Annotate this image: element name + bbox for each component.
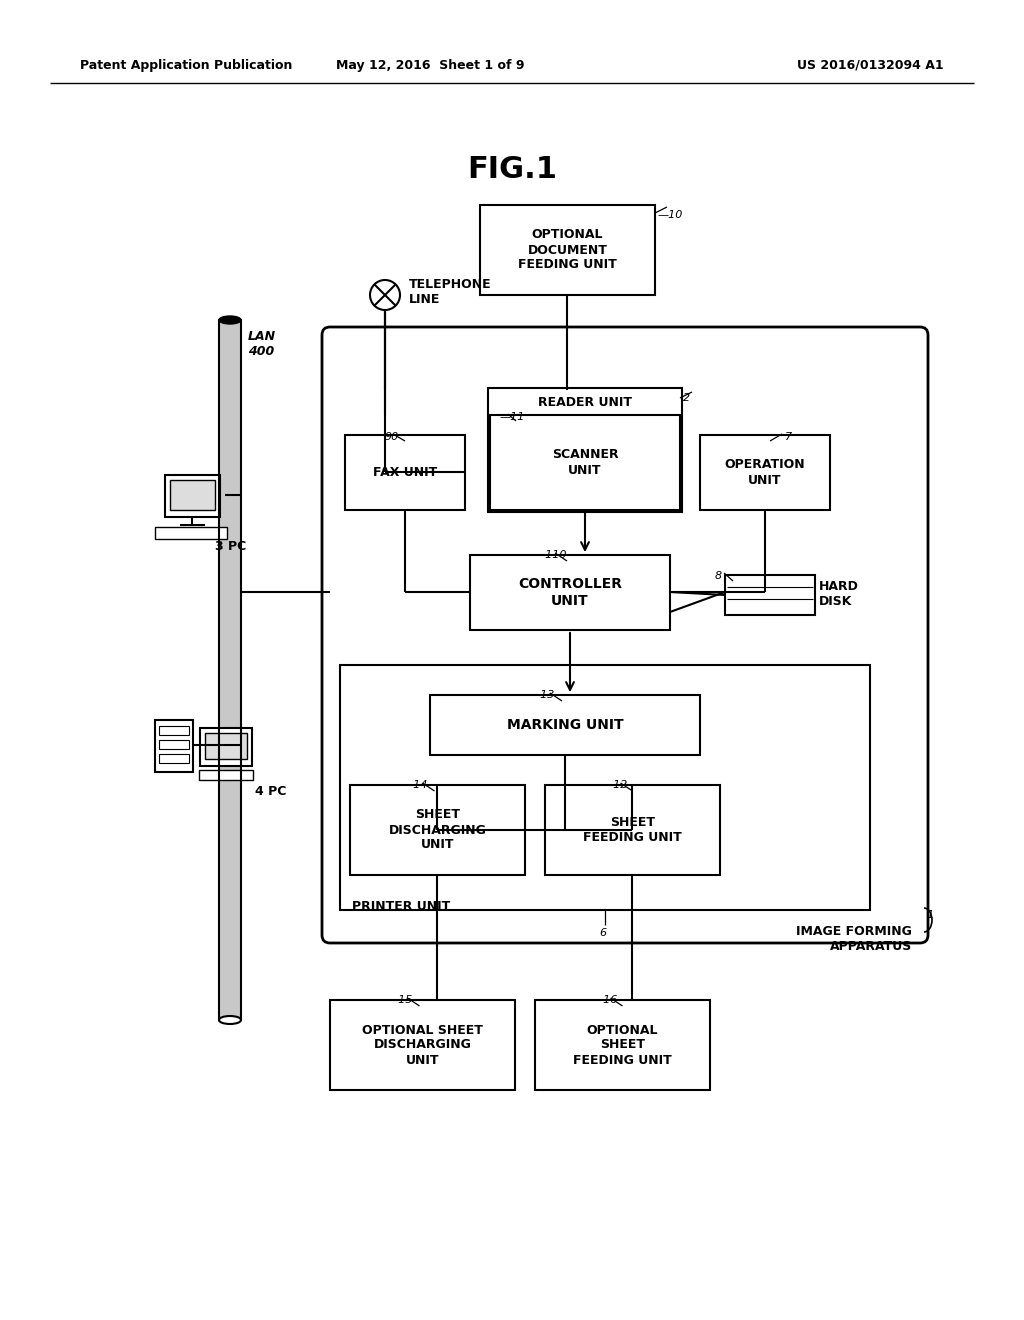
Ellipse shape bbox=[219, 315, 241, 323]
FancyBboxPatch shape bbox=[199, 770, 253, 780]
Text: MARKING UNIT: MARKING UNIT bbox=[507, 718, 624, 733]
Text: 1: 1 bbox=[926, 909, 933, 920]
Text: IMAGE FORMING
APPARATUS: IMAGE FORMING APPARATUS bbox=[796, 925, 912, 953]
Text: —11: —11 bbox=[500, 412, 525, 422]
FancyBboxPatch shape bbox=[330, 1001, 515, 1090]
FancyBboxPatch shape bbox=[219, 319, 241, 1020]
Text: —13: —13 bbox=[530, 690, 555, 700]
Text: OPERATION
UNIT: OPERATION UNIT bbox=[725, 458, 805, 487]
FancyBboxPatch shape bbox=[170, 480, 215, 510]
FancyBboxPatch shape bbox=[725, 576, 815, 615]
Text: —14: —14 bbox=[402, 780, 428, 789]
FancyBboxPatch shape bbox=[470, 554, 670, 630]
Text: US 2016/0132094 A1: US 2016/0132094 A1 bbox=[798, 58, 944, 71]
FancyBboxPatch shape bbox=[700, 436, 830, 510]
FancyBboxPatch shape bbox=[535, 1001, 710, 1090]
Text: OPTIONAL
DOCUMENT
FEEDING UNIT: OPTIONAL DOCUMENT FEEDING UNIT bbox=[518, 228, 616, 272]
Text: 6: 6 bbox=[599, 928, 606, 939]
FancyBboxPatch shape bbox=[155, 527, 227, 539]
FancyBboxPatch shape bbox=[430, 696, 700, 755]
Text: READER UNIT: READER UNIT bbox=[538, 396, 632, 409]
FancyBboxPatch shape bbox=[480, 205, 655, 294]
Text: —12: —12 bbox=[602, 780, 628, 789]
FancyBboxPatch shape bbox=[205, 733, 247, 759]
Text: OPTIONAL SHEET
DISCHARGING
UNIT: OPTIONAL SHEET DISCHARGING UNIT bbox=[362, 1023, 483, 1067]
Text: SHEET
FEEDING UNIT: SHEET FEEDING UNIT bbox=[583, 816, 682, 843]
Text: —15: —15 bbox=[387, 995, 413, 1005]
FancyBboxPatch shape bbox=[165, 475, 220, 517]
Text: Patent Application Publication: Patent Application Publication bbox=[80, 58, 293, 71]
Ellipse shape bbox=[219, 1016, 241, 1024]
Text: CONTROLLER
UNIT: CONTROLLER UNIT bbox=[518, 577, 622, 607]
Text: FIG.1: FIG.1 bbox=[467, 156, 557, 185]
Text: TELEPHONE
LINE: TELEPHONE LINE bbox=[409, 279, 492, 306]
FancyBboxPatch shape bbox=[490, 414, 680, 510]
Text: 7: 7 bbox=[785, 432, 793, 442]
Text: SHEET
DISCHARGING
UNIT: SHEET DISCHARGING UNIT bbox=[388, 808, 486, 851]
Text: May 12, 2016  Sheet 1 of 9: May 12, 2016 Sheet 1 of 9 bbox=[336, 58, 524, 71]
Text: OPTIONAL
SHEET
FEEDING UNIT: OPTIONAL SHEET FEEDING UNIT bbox=[573, 1023, 672, 1067]
Text: 3 PC: 3 PC bbox=[215, 540, 246, 553]
Text: SCANNER
UNIT: SCANNER UNIT bbox=[552, 449, 618, 477]
FancyBboxPatch shape bbox=[350, 785, 525, 875]
Text: —110: —110 bbox=[535, 550, 567, 560]
Text: —16: —16 bbox=[593, 995, 617, 1005]
Circle shape bbox=[370, 280, 400, 310]
Text: LAN
400: LAN 400 bbox=[248, 330, 276, 358]
Text: PRINTER UNIT: PRINTER UNIT bbox=[352, 900, 451, 913]
FancyBboxPatch shape bbox=[345, 436, 465, 510]
Text: 90: 90 bbox=[385, 432, 399, 442]
Text: FAX UNIT: FAX UNIT bbox=[373, 466, 437, 479]
FancyBboxPatch shape bbox=[155, 719, 193, 772]
FancyBboxPatch shape bbox=[545, 785, 720, 875]
Text: 8: 8 bbox=[715, 572, 722, 581]
Text: 4 PC: 4 PC bbox=[255, 785, 287, 799]
Text: HARD
DISK: HARD DISK bbox=[819, 579, 859, 609]
Text: 2: 2 bbox=[683, 393, 690, 403]
FancyBboxPatch shape bbox=[200, 729, 252, 766]
Text: —10: —10 bbox=[658, 210, 683, 220]
